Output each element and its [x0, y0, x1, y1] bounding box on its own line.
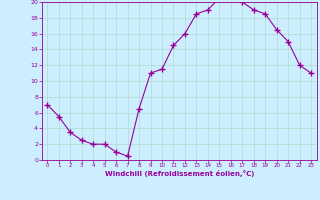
X-axis label: Windchill (Refroidissement éolien,°C): Windchill (Refroidissement éolien,°C)	[105, 170, 254, 177]
